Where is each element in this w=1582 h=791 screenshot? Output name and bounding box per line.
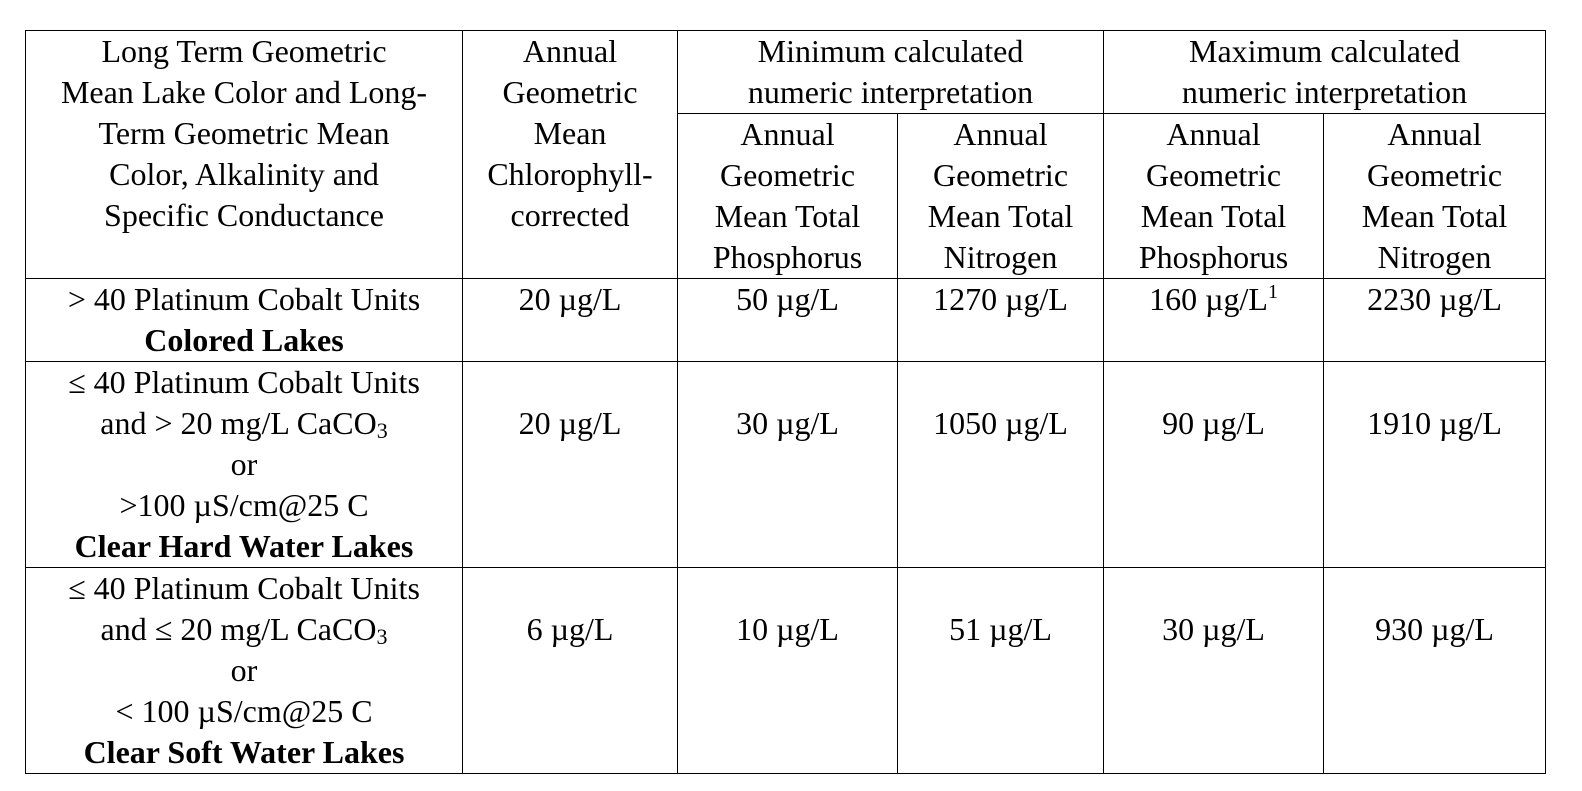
lake-type-label: Clear Hard Water Lakes <box>74 528 414 564</box>
header-min-total-phosphorus: Annual Geometric Mean Total Phosphorus <box>677 113 898 279</box>
chlorophyll-value: 20 µg/L <box>462 278 678 362</box>
max-phosphorus-value: 30 µg/L <box>1103 567 1324 774</box>
lake-category-cell: ≤ 40 Platinum Cobalt Units and > 20 mg/L… <box>25 361 463 568</box>
header-lake-category: Long Term Geometric Mean Lake Color and … <box>25 30 463 279</box>
table-row: ≤ 40 Platinum Cobalt Units and ≤ 20 mg/L… <box>25 567 1546 774</box>
header-row-2: Annual Geometric Mean Total Phosphorus A… <box>26 113 1546 279</box>
table-row: ≤ 40 Platinum Cobalt Units and > 20 mg/L… <box>25 361 1546 568</box>
chlorophyll-value: 6 µg/L <box>462 567 678 774</box>
max-nitrogen-value: 930 µg/L <box>1323 567 1546 774</box>
max-phosphorus-value: 160 µg/L1 <box>1103 278 1324 362</box>
min-nitrogen-value: 1270 µg/L <box>897 278 1104 362</box>
min-phosphorus-value: 30 µg/L <box>677 361 898 568</box>
min-phosphorus-value: 10 µg/L <box>677 567 898 774</box>
header-maximum-group: Maximum calculated numeric interpretatio… <box>1103 30 1546 114</box>
lake-category-cell: ≤ 40 Platinum Cobalt Units and ≤ 20 mg/L… <box>25 567 463 774</box>
chlorophyll-value: 20 µg/L <box>462 361 678 568</box>
table-row: > 40 Platinum Cobalt Units Colored Lakes… <box>25 278 1546 362</box>
header-minimum-group: Minimum calculated numeric interpretatio… <box>677 30 1104 114</box>
header-min-total-nitrogen: Annual Geometric Mean Total Nitrogen <box>897 113 1104 279</box>
header-chlorophyll: Annual Geometric Mean Chlorophyll- corre… <box>462 30 678 279</box>
header-max-total-phosphorus: Annual Geometric Mean Total Phosphorus <box>1103 113 1324 279</box>
min-nitrogen-value: 51 µg/L <box>897 567 1104 774</box>
lake-type-label: Clear Soft Water Lakes <box>83 734 405 770</box>
max-phosphorus-value: 90 µg/L <box>1103 361 1324 568</box>
nutrient-criteria-table: Long Term Geometric Mean Lake Color and … <box>25 30 1546 774</box>
lake-type-label: Colored Lakes <box>144 322 344 358</box>
footnote-marker: 1 <box>1267 281 1278 303</box>
lake-category-cell: > 40 Platinum Cobalt Units Colored Lakes <box>25 278 463 362</box>
max-nitrogen-value: 2230 µg/L <box>1323 278 1546 362</box>
max-nitrogen-value: 1910 µg/L <box>1323 361 1546 568</box>
min-phosphorus-value: 50 µg/L <box>677 278 898 362</box>
header-row-1: Long Term Geometric Mean Lake Color and … <box>25 30 1546 279</box>
min-nitrogen-value: 1050 µg/L <box>897 361 1104 568</box>
header-max-total-nitrogen: Annual Geometric Mean Total Nitrogen <box>1323 113 1546 279</box>
